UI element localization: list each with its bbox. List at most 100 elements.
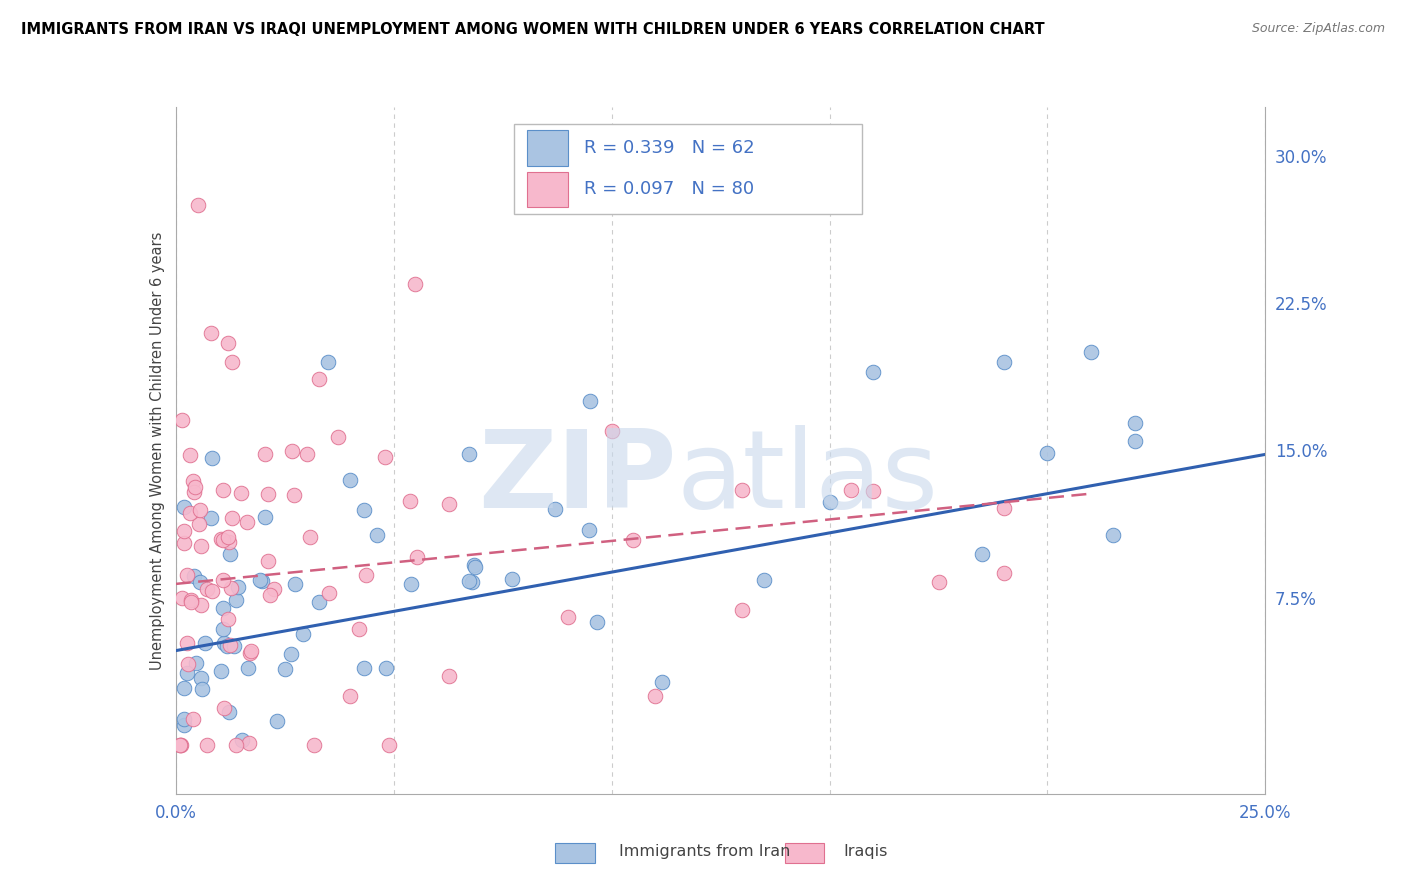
Point [318,585,340,599]
Point [253,510,276,524]
Point [263,582,285,596]
Point [257,554,280,568]
Point [236,660,259,674]
Point [339,689,361,703]
Point [217,335,239,350]
Point [188,574,211,589]
Point [219,581,242,595]
Point [212,636,235,650]
Text: atlas: atlas [678,425,939,531]
Point [600,424,623,438]
Point [347,623,370,637]
Point [211,483,233,497]
FancyBboxPatch shape [555,843,595,863]
Point [993,566,1015,580]
Point [318,355,340,369]
Point [439,669,461,683]
Point [731,602,754,616]
Point [170,591,193,605]
Point [557,609,579,624]
Point [586,615,609,629]
Point [183,712,205,726]
Point [651,675,673,690]
Point [253,447,276,461]
Point [457,574,479,588]
Point [221,355,243,369]
Point [191,681,214,696]
Point [212,701,235,715]
Point [186,198,209,212]
Point [273,662,295,676]
Point [190,598,212,612]
Point [173,712,195,726]
Text: Source: ZipAtlas.com: Source: ZipAtlas.com [1251,22,1385,36]
Point [818,495,841,509]
Point [841,483,863,497]
Point [231,733,253,747]
Text: IMMIGRANTS FROM IRAN VS IRAQI UNEMPLOYMENT AMONG WOMEN WITH CHILDREN UNDER 6 YEA: IMMIGRANTS FROM IRAN VS IRAQI UNEMPLOYME… [21,22,1045,37]
Point [308,372,330,386]
Point [195,738,218,752]
Point [179,506,201,520]
Point [201,450,224,465]
Point [169,738,191,752]
Point [644,689,666,703]
Point [186,656,208,670]
Point [169,738,191,752]
Point [188,503,211,517]
Point [236,515,259,529]
Text: Iraqis: Iraqis [844,845,889,859]
Point [225,738,247,752]
Point [218,535,240,549]
Point [302,738,325,752]
Y-axis label: Unemployment Among Women with Children Under 6 years: Unemployment Among Women with Children U… [149,231,165,670]
Point [283,488,305,502]
Point [209,532,232,546]
Point [354,568,377,582]
Point [292,627,315,641]
Point [170,738,193,752]
Point [501,573,523,587]
Point [179,448,201,462]
Point [259,588,281,602]
Point [173,524,195,539]
Point [173,536,195,550]
Point [225,592,247,607]
Point [212,533,235,547]
Point [173,718,195,732]
Point [215,639,238,653]
Point [239,646,262,660]
Point [1123,416,1146,430]
Point [283,577,305,591]
Point [222,640,245,654]
Point [399,576,422,591]
Point [212,622,235,636]
Point [183,568,205,582]
Point [217,611,239,625]
Point [328,430,350,444]
Point [180,593,202,607]
Point [229,486,252,500]
Point [862,365,884,379]
Point [731,483,754,497]
Point [464,559,486,574]
Point [308,594,330,608]
Text: ZIP: ZIP [478,425,678,531]
Point [339,473,361,487]
Point [754,573,776,587]
Point [993,501,1015,516]
FancyBboxPatch shape [785,843,824,863]
Point [184,480,207,494]
Point [201,583,224,598]
Point [200,326,222,340]
FancyBboxPatch shape [513,124,862,213]
Point [405,277,427,291]
Point [194,636,217,650]
Point [239,644,262,658]
Point [218,706,240,720]
Point [1080,345,1102,359]
Point [353,503,375,517]
Point [176,635,198,649]
Point [181,474,204,488]
Point [281,443,304,458]
